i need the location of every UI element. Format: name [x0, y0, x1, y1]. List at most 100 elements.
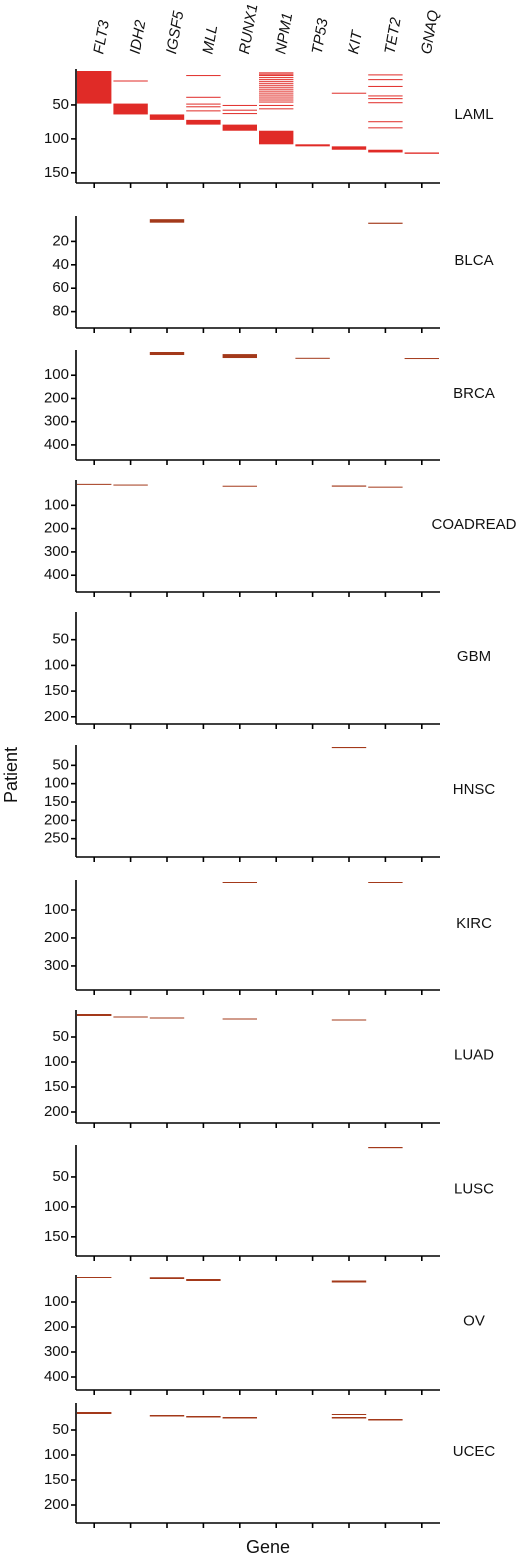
mutation-bar	[186, 119, 221, 125]
mutation-bar	[222, 104, 257, 106]
gene-label: TET2	[382, 16, 405, 56]
mutation-bar	[331, 1019, 367, 1021]
mutation-bar	[259, 104, 294, 106]
y-tick-label: 50	[52, 1028, 69, 1045]
mutation-bar	[368, 222, 403, 224]
mutation-bar	[113, 484, 148, 486]
y-tick-label: 100	[44, 1293, 69, 1310]
mutation-bar	[259, 99, 294, 101]
mutation-bar	[222, 109, 257, 111]
x-axis-label: Gene	[246, 1537, 290, 1557]
mutation-bar	[222, 1018, 257, 1020]
mutation-bar	[222, 354, 257, 359]
y-tick-label: 50	[52, 96, 69, 113]
panel-label: UCEC	[453, 1443, 496, 1460]
mutation-bar	[368, 102, 403, 104]
mutation-bar	[77, 71, 112, 104]
panel-label: LUAD	[454, 1046, 494, 1063]
y-tick-label: 40	[52, 256, 69, 273]
mutation-bar	[368, 85, 403, 87]
mutation-bar	[331, 1280, 367, 1283]
y-tick-label: 50	[52, 1168, 69, 1185]
mutation-bar	[295, 144, 330, 147]
mutation-bar	[259, 81, 294, 83]
mutation-bar	[331, 92, 367, 94]
mutation-bar	[259, 95, 294, 97]
mutation-bar	[368, 127, 403, 129]
y-tick-label: 300	[44, 1343, 69, 1360]
panel-label: OV	[463, 1312, 485, 1329]
mutation-bar	[259, 72, 294, 74]
y-tick-label: 100	[44, 130, 69, 147]
mutation-bar	[259, 108, 294, 110]
y-tick-label: 200	[44, 1103, 69, 1120]
mutation-bar	[222, 124, 257, 131]
mutation-bar	[259, 83, 294, 85]
mutation-bar	[331, 747, 367, 749]
mutation-bar	[222, 113, 257, 115]
panel-label: LUSC	[454, 1180, 494, 1197]
mutation-bar	[259, 75, 294, 77]
y-tick-label: 100	[44, 1053, 69, 1070]
gene-label: IGSF5	[163, 9, 187, 55]
mutation-bar	[113, 80, 148, 82]
y-tick-label: 200	[44, 811, 69, 828]
gene-label: RUNX1	[236, 2, 262, 55]
y-tick-label: 150	[44, 1228, 69, 1245]
y-axis-label: Patient	[1, 747, 21, 803]
panel-label: KIRC	[456, 915, 492, 932]
y-tick-label: 20	[52, 232, 69, 249]
y-tick-label: 80	[52, 303, 69, 320]
mutation-bar	[149, 352, 185, 356]
mutation-bar	[368, 121, 403, 123]
y-tick-label: 150	[44, 1078, 69, 1095]
mutation-bar	[259, 91, 294, 93]
mutation-bar	[259, 79, 294, 81]
panel-label: COADREAD	[431, 516, 516, 533]
mutation-bar	[404, 358, 439, 360]
mutation-bar	[259, 93, 294, 95]
y-tick-label: 200	[44, 389, 69, 406]
y-tick-label: 100	[44, 775, 69, 792]
mutation-bar	[368, 1147, 403, 1149]
mutation-bar	[331, 146, 367, 150]
gene-label: GNAQ	[418, 9, 442, 56]
y-tick-label: 300	[44, 957, 69, 974]
mutation-bar	[368, 149, 403, 153]
mutation-bar	[186, 1416, 221, 1418]
y-tick-label: 50	[52, 756, 69, 773]
mutation-bar	[259, 101, 294, 103]
gene-label: TP53	[309, 16, 332, 55]
mutation-bar	[77, 1014, 112, 1016]
mutation-bar	[149, 1017, 185, 1019]
y-tick-label: 50	[52, 631, 69, 648]
mutation-bar	[368, 95, 403, 97]
gene-label: MLL	[200, 24, 222, 56]
y-tick-label: 100	[44, 366, 69, 383]
mutation-bar	[259, 73, 294, 75]
mutation-bar	[259, 77, 294, 79]
mutation-bar	[368, 74, 403, 76]
mutation-bar	[222, 1417, 257, 1419]
mutation-bar	[186, 75, 221, 77]
panel-label: GBM	[457, 648, 491, 665]
y-tick-label: 150	[44, 793, 69, 810]
y-tick-label: 300	[44, 543, 69, 560]
mutation-bar	[368, 486, 403, 488]
mutation-bar	[259, 87, 294, 89]
mutation-bar	[149, 219, 185, 223]
mutation-bar	[331, 485, 367, 487]
gene-label: NPM1	[272, 11, 296, 55]
mutation-bar	[368, 1419, 403, 1421]
panel-label: HNSC	[453, 781, 496, 798]
y-tick-label: 100	[44, 656, 69, 673]
y-tick-label: 200	[44, 1496, 69, 1513]
mutation-bar	[368, 79, 403, 81]
mutation-bar	[186, 1279, 221, 1281]
y-tick-label: 50	[52, 1421, 69, 1438]
y-tick-label: 400	[44, 436, 69, 453]
mutation-bar	[186, 103, 221, 105]
mutation-bar	[259, 85, 294, 87]
panel-label: LAML	[454, 106, 493, 123]
